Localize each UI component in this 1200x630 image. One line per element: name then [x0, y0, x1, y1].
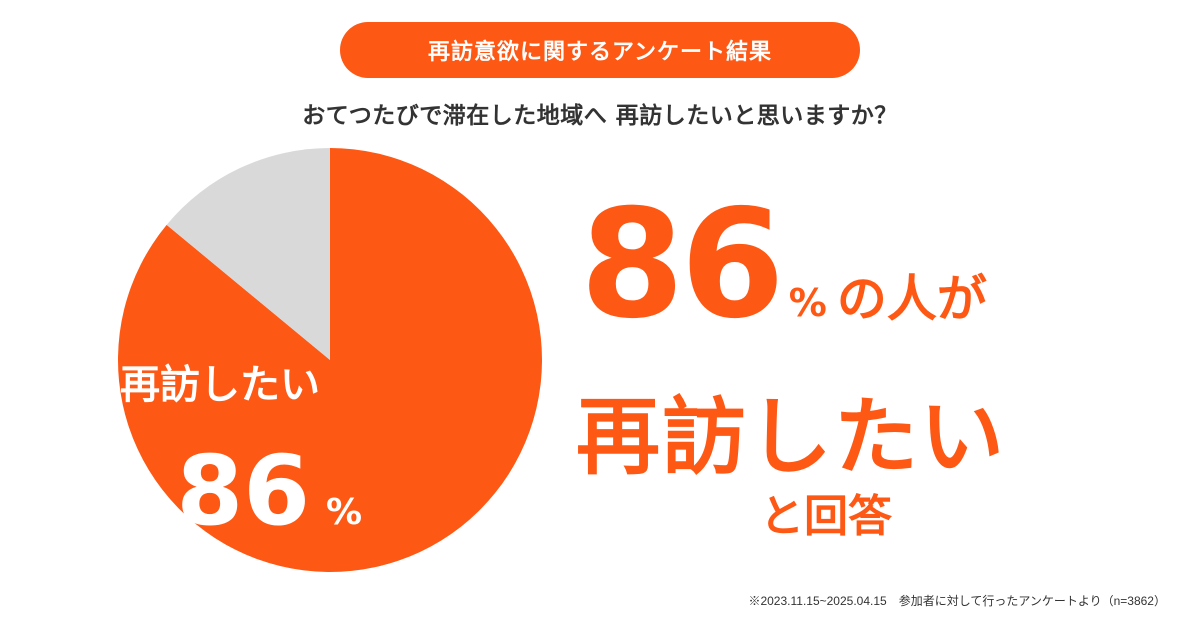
pie-label-text: 再訪したい — [120, 362, 320, 408]
pie-label-number: 86 — [176, 435, 310, 547]
survey-title: 再訪意欲に関するアンケート結果 — [427, 40, 773, 65]
headline-number: 86 — [580, 178, 785, 352]
survey-title-badge: 再訪意欲に関するアンケート結果 — [340, 22, 860, 78]
pie-chart: 再訪したい 86 % — [117, 148, 542, 572]
pie-slice-other — [166, 148, 330, 360]
pie-slices — [117, 148, 542, 572]
headline-tail: と回答 — [760, 491, 892, 542]
headline-unit: % — [788, 281, 827, 325]
pie-label-unit: % — [326, 492, 362, 533]
footnote: ※2023.11.15~2025.04.15 参加者に対して行ったアンケートより… — [748, 594, 1166, 608]
headline-main: 再訪したい — [576, 388, 1007, 486]
headline-line-1: 86% の人が — [580, 190, 987, 340]
survey-question: おてつたびで滞在した地域へ 再訪したいと思いますか？ — [302, 103, 898, 129]
headline-suffix: の人が — [836, 270, 987, 328]
